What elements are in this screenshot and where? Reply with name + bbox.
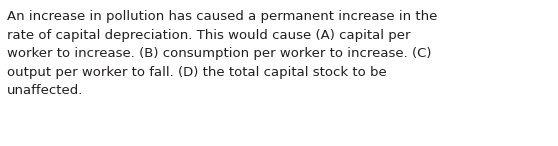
Text: An increase in pollution has caused a permanent increase in the
rate of capital : An increase in pollution has caused a pe… <box>7 10 437 97</box>
